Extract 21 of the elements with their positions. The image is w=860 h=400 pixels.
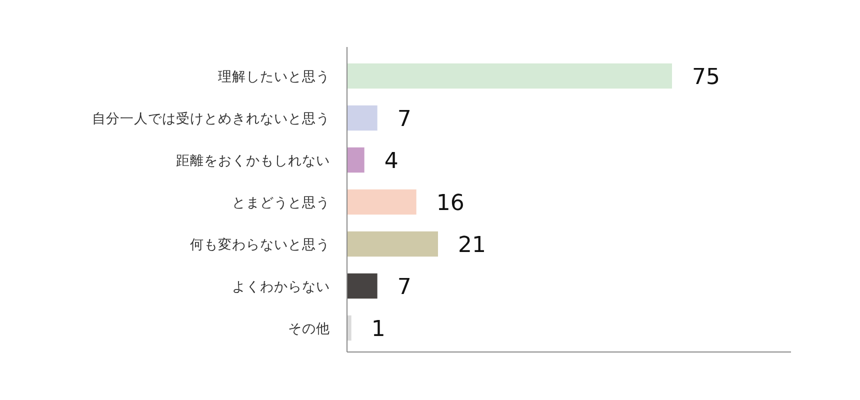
data-label: 75 — [692, 65, 720, 90]
data-label: 7 — [397, 107, 412, 132]
y-tick-label: 距離をおくかもしれない — [176, 153, 330, 169]
data-label: 4 — [384, 149, 398, 174]
data-label: 1 — [371, 317, 386, 342]
y-tick-label: 理解したいと思う — [218, 69, 330, 85]
bar — [347, 315, 352, 341]
bar — [347, 273, 378, 299]
bar — [347, 63, 672, 89]
data-label: 21 — [458, 233, 486, 258]
bar — [347, 231, 438, 257]
bar — [347, 147, 364, 173]
bar — [347, 105, 378, 131]
y-tick-label: 自分一人では受けとめきれないと思う — [92, 111, 330, 127]
y-tick-label: その他 — [288, 321, 330, 337]
y-tick-label: よくわからない — [232, 279, 330, 295]
y-tick-label: 何も変わらないと思う — [190, 237, 330, 253]
bar — [347, 189, 416, 215]
y-tick-label: とまどうと思う — [232, 195, 330, 211]
data-label: 16 — [436, 191, 464, 216]
data-label: 7 — [397, 275, 412, 300]
